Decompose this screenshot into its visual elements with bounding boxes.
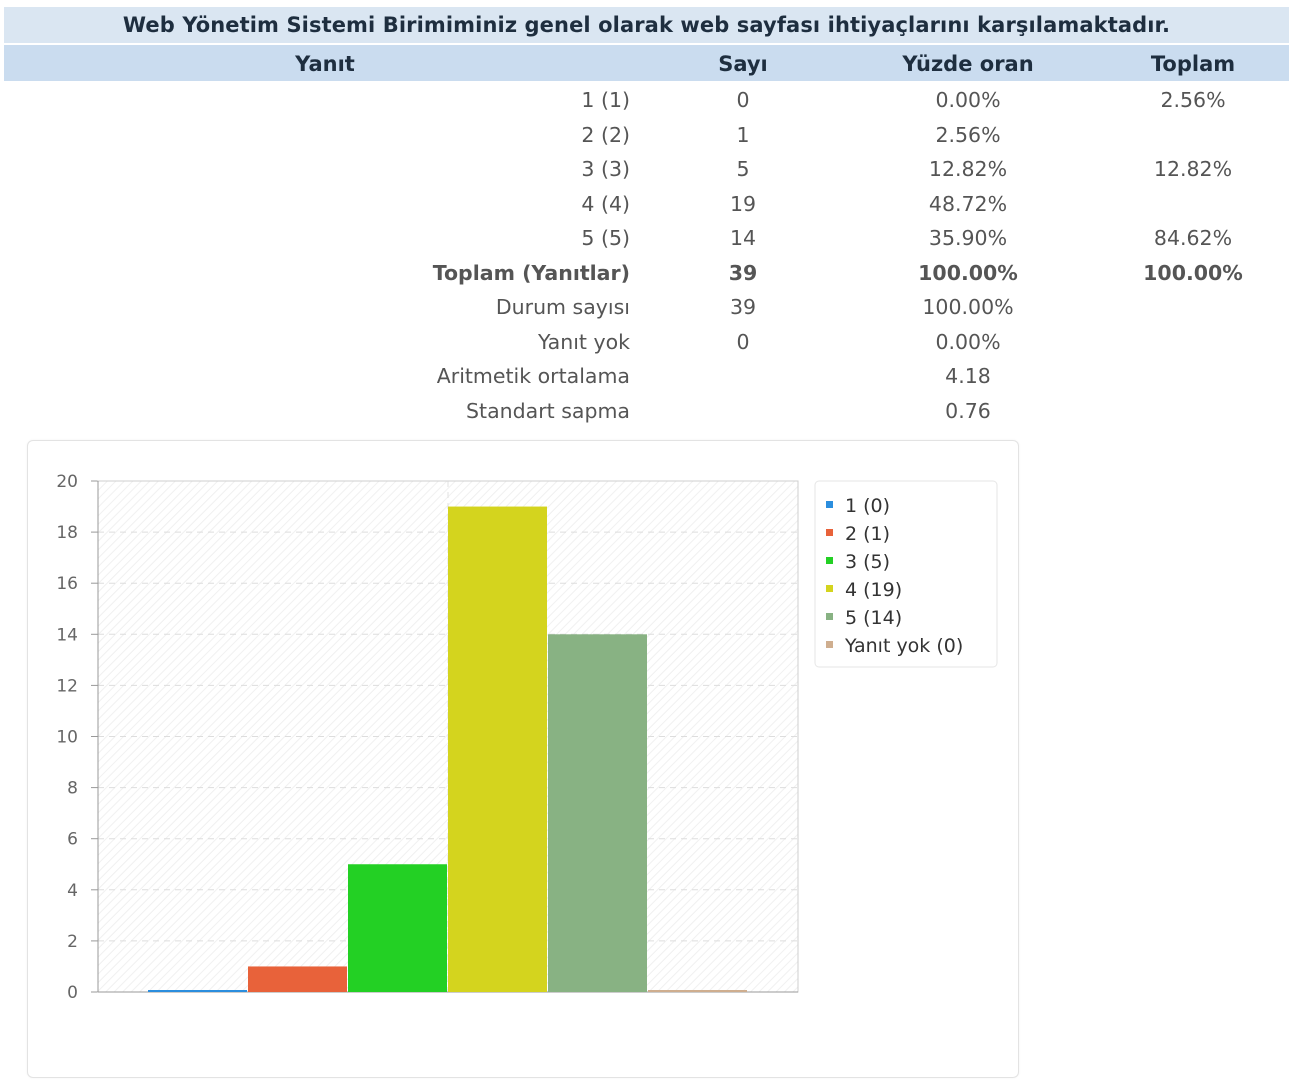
legend-swatch <box>826 585 833 592</box>
y-tick-label: 4 <box>67 881 78 901</box>
table-row: 4 (4) 19 48.72% <box>0 187 1297 222</box>
row-label: Aritmetik ortalama <box>436 364 630 388</box>
row-percent: 0.76 <box>945 398 991 423</box>
legend-swatch <box>826 557 833 564</box>
legend-swatch <box>826 641 833 648</box>
y-tick-label: 8 <box>67 779 78 799</box>
bars <box>148 506 747 992</box>
legend-label: 3 (5) <box>845 551 890 573</box>
y-tick-label: 12 <box>56 676 78 696</box>
y-tick-label: 10 <box>56 728 78 748</box>
row-total: 84.62% <box>1153 226 1233 250</box>
row-percent: 4.18 <box>945 364 991 388</box>
legend: 1 (0) 2 (1) 3 (5) 4 (19) 5 (14) Yanıt yok (0) <box>814 480 998 668</box>
legend-label: 4 (19) <box>845 579 902 601</box>
row-percent: 100.00% <box>918 260 1018 285</box>
chart-panel: 0 2 4 6 8 10 12 14 16 18 20 1 (0) 2 (1) 3 (5) 4 (19) 5… <box>27 440 1019 1078</box>
row-label: 1 (1) <box>581 88 630 112</box>
y-tick-label: 18 <box>56 523 78 543</box>
bar <box>348 864 447 992</box>
row-count: 1 <box>736 122 750 147</box>
legend-swatch <box>826 501 833 508</box>
row-count: 39 <box>728 260 758 285</box>
bar <box>448 506 547 992</box>
y-tick-label: 20 <box>56 472 78 492</box>
row-count <box>693 359 793 394</box>
table-row: Standart sapma 0.76 <box>0 394 1297 429</box>
row-percent: 100.00% <box>922 295 1014 319</box>
row-count: 0 <box>736 329 750 354</box>
statistics-table: 1 (1) 0 0.00% 2.56% 2 (2) 1 2.56% 3 (3) … <box>0 83 1297 428</box>
table-row: Aritmetik ortalama 4.18 <box>0 359 1297 394</box>
bar-chart: 0 2 4 6 8 10 12 14 16 18 20 1 (0) 2 (1) 3 (5) 4 (19) 5… <box>56 472 998 1003</box>
row-label: 3 (3) <box>581 157 630 181</box>
y-tick-label: 6 <box>67 830 78 850</box>
row-percent: 35.90% <box>928 226 1008 250</box>
y-tick-label: 0 <box>67 983 78 1003</box>
row-total <box>1093 359 1293 394</box>
y-tick-label: 2 <box>67 932 78 952</box>
table-row: Yanıt yok 0 0.00% <box>0 325 1297 360</box>
row-label: 5 (5) <box>581 226 630 250</box>
row-percent: 2.56% <box>935 122 1001 147</box>
row-label: 2 (2) <box>581 122 630 147</box>
table-row-total: Toplam (Yanıtlar) 39 100.00% 100.00% <box>0 256 1297 291</box>
table-row: 1 (1) 0 0.00% 2.56% <box>0 83 1297 118</box>
row-label: Durum sayısı <box>495 295 630 319</box>
table-row: 3 (3) 5 12.82% 12.82% <box>0 152 1297 187</box>
row-percent: 0.00% <box>935 329 1001 354</box>
legend-label: 2 (1) <box>845 523 890 545</box>
row-percent: 0.00% <box>935 88 1001 112</box>
row-total <box>1093 394 1293 429</box>
row-label: 4 (4) <box>581 191 630 216</box>
row-percent: 48.72% <box>928 191 1008 216</box>
row-total <box>1093 290 1293 325</box>
row-label: Toplam (Yanıtlar) <box>432 260 630 285</box>
legend-label: Yanıt yok (0) <box>844 635 963 657</box>
table-row: 5 (5) 14 35.90% 84.62% <box>0 221 1297 256</box>
bar <box>148 990 247 992</box>
y-tick-label: 16 <box>56 574 78 594</box>
page-title: Web Yönetim Sistemi Birimiminiz genel ol… <box>4 7 1289 43</box>
bar <box>248 966 347 992</box>
legend-swatch <box>826 613 833 620</box>
row-count: 14 <box>729 226 757 250</box>
table-row: Durum sayısı 39 100.00% <box>0 290 1297 325</box>
row-count: 39 <box>729 295 757 319</box>
legend-swatch <box>826 529 833 536</box>
row-total: 12.82% <box>1153 157 1233 181</box>
header-percent: Yüzde oran <box>902 52 1034 76</box>
row-total: 2.56% <box>1160 88 1226 112</box>
y-tick-label: 14 <box>56 625 78 645</box>
row-count: 5 <box>736 157 750 181</box>
header-count: Sayı <box>718 52 768 76</box>
legend-label: 5 (14) <box>845 607 902 629</box>
row-total <box>1093 118 1293 153</box>
legend-label: 1 (0) <box>845 495 890 517</box>
header-answer: Yanıt <box>295 52 355 76</box>
row-total <box>1093 187 1293 222</box>
bar <box>548 634 647 992</box>
row-count: 0 <box>736 88 750 112</box>
row-label: Standart sapma <box>466 398 630 423</box>
table-header: Yanıt Sayı Yüzde oran Toplam <box>4 45 1289 81</box>
row-count: 19 <box>729 191 757 216</box>
row-count <box>693 394 793 429</box>
header-total: Toplam <box>1150 52 1236 76</box>
row-total: 100.00% <box>1143 260 1243 285</box>
legend-box <box>814 480 998 668</box>
row-label: Yanıt yok <box>537 329 630 354</box>
bar <box>648 990 747 992</box>
table-row: 2 (2) 1 2.56% <box>0 118 1297 153</box>
row-percent: 12.82% <box>928 157 1008 181</box>
row-total <box>1093 325 1293 360</box>
